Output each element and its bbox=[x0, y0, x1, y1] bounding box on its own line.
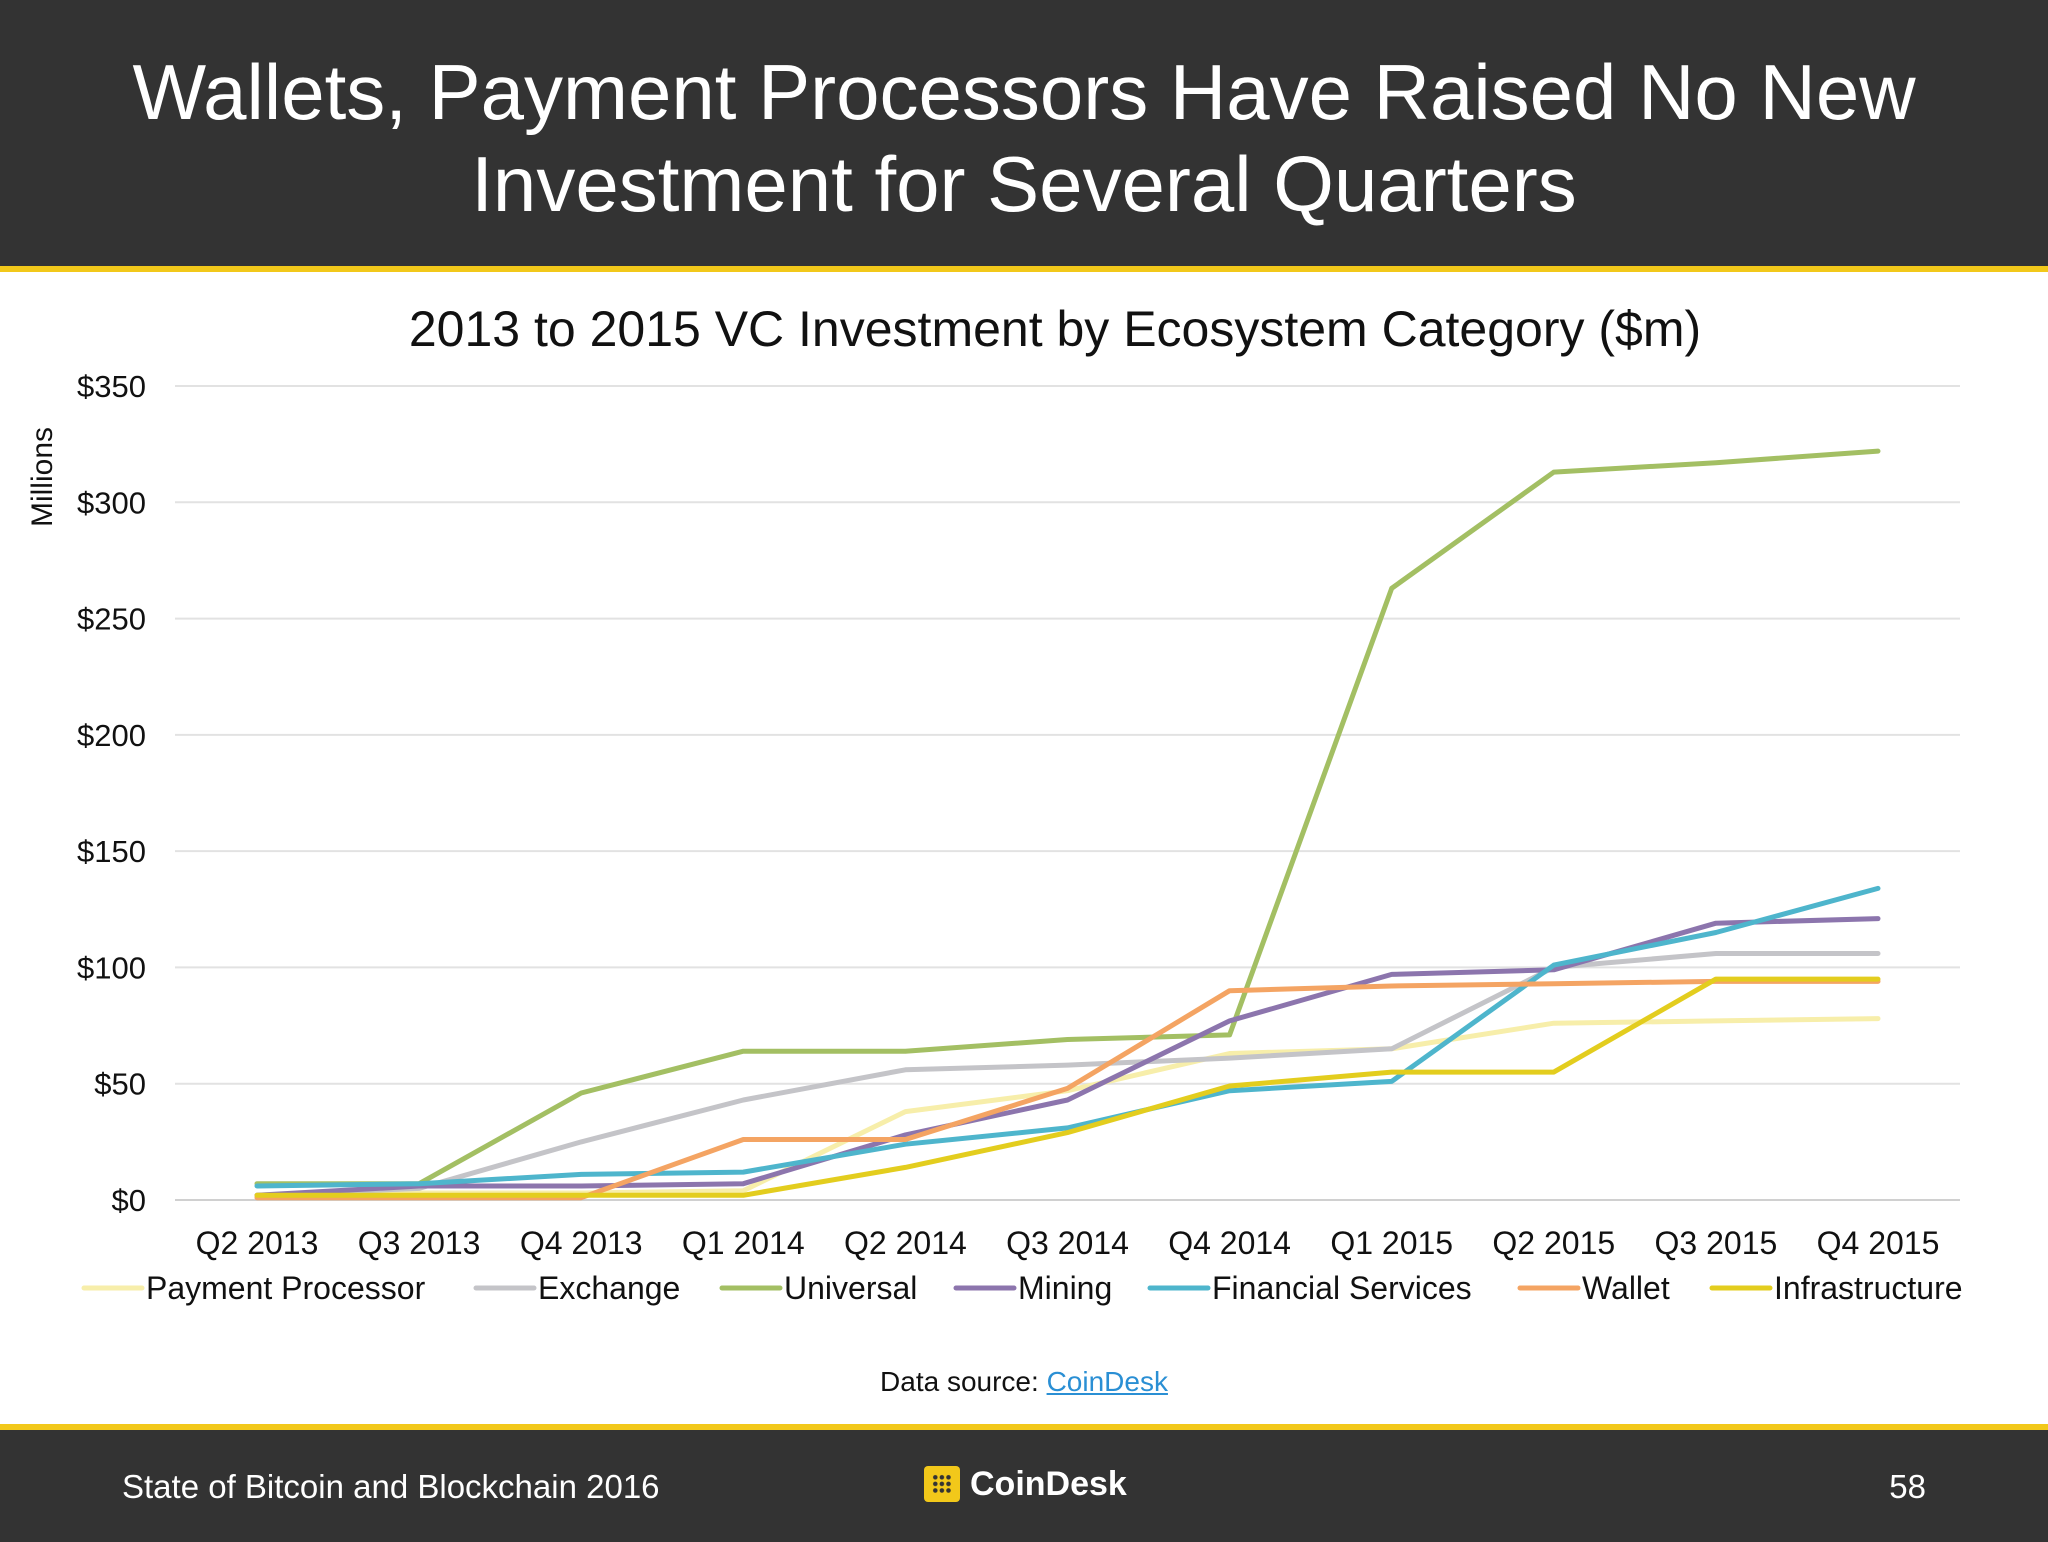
coindesk-logo-icon bbox=[924, 1466, 960, 1502]
y-tick-label: $50 bbox=[94, 1067, 146, 1102]
slide-title: Wallets, Payment Processors Have Raised … bbox=[60, 46, 1988, 230]
brand-name: CoinDesk bbox=[970, 1464, 1127, 1503]
legend-label: Payment Processor bbox=[146, 1270, 426, 1306]
x-tick-label: Q3 2014 bbox=[1006, 1225, 1129, 1261]
y-tick-label: $0 bbox=[112, 1183, 146, 1218]
x-tick-label: Q2 2014 bbox=[844, 1225, 967, 1261]
y-tick-label: $200 bbox=[77, 718, 146, 753]
slide-header: Wallets, Payment Processors Have Raised … bbox=[0, 0, 2048, 272]
x-tick-label: Q4 2015 bbox=[1817, 1225, 1940, 1261]
y-tick-label: $100 bbox=[77, 950, 146, 985]
gridlines bbox=[175, 385, 1960, 1201]
x-tick-label: Q1 2015 bbox=[1330, 1225, 1453, 1261]
slide-title-line-1: Wallets, Payment Processors Have Raised … bbox=[132, 48, 1916, 136]
series-line-financial-services bbox=[254, 885, 1881, 1189]
x-tick-label: Q4 2014 bbox=[1168, 1225, 1291, 1261]
data-source: Data source: CoinDesk bbox=[0, 1366, 2048, 1398]
y-tick-label: $250 bbox=[77, 602, 146, 637]
y-axis-ticks: $0 $50 $100 $150 $200 $250 $300 $350 bbox=[77, 369, 146, 1218]
legend-label: Universal bbox=[784, 1270, 917, 1306]
x-tick-label: Q2 2013 bbox=[196, 1225, 319, 1261]
legend-label: Financial Services bbox=[1212, 1270, 1472, 1306]
legend-label: Exchange bbox=[538, 1270, 680, 1306]
y-tick-label: $350 bbox=[77, 369, 146, 404]
legend-label: Infrastructure bbox=[1774, 1270, 1963, 1306]
data-source-link[interactable]: CoinDesk bbox=[1046, 1366, 1168, 1397]
y-tick-label: $150 bbox=[77, 834, 146, 869]
page-number: 58 bbox=[1889, 1468, 1926, 1505]
series-line-infrastructure bbox=[254, 976, 1881, 1198]
slide-footer: State of Bitcoin and Blockchain 2016 Coi… bbox=[0, 1424, 2048, 1542]
legend: Payment Processor Exchange Universal Mining… bbox=[81, 1270, 1963, 1306]
x-tick-label: Q1 2014 bbox=[682, 1225, 805, 1261]
y-axis-label: Millions bbox=[26, 427, 59, 527]
brand-logo: CoinDesk bbox=[924, 1462, 1127, 1506]
x-tick-label: Q2 2015 bbox=[1492, 1225, 1615, 1261]
x-tick-label: Q3 2013 bbox=[358, 1225, 481, 1261]
x-tick-label: Q4 2013 bbox=[520, 1225, 643, 1261]
x-axis-ticks: Q2 2013 Q3 2013 Q4 2013 Q1 2014 Q2 2014 Q3 20… bbox=[196, 1225, 1940, 1261]
series-line-payment-processor bbox=[254, 1016, 1881, 1198]
data-source-label: Data source: bbox=[880, 1366, 1047, 1397]
chart-title: 2013 to 2015 VC Investment by Ecosystem … bbox=[408, 301, 1702, 357]
y-tick-label: $300 bbox=[77, 485, 146, 520]
footer-deck-title: State of Bitcoin and Blockchain 2016 bbox=[122, 1468, 660, 1505]
x-tick-label: Q3 2015 bbox=[1655, 1225, 1778, 1261]
series-line-exchange bbox=[254, 951, 1881, 1198]
slide-title-line-2: Investment for Several Quarters bbox=[471, 140, 1577, 228]
series-line-universal bbox=[254, 448, 1881, 1187]
series-lines bbox=[254, 448, 1881, 1201]
legend-label: Mining bbox=[1018, 1270, 1112, 1306]
line-chart: $0 $50 $100 $150 $200 $250 $300 $350 Millions Q… bbox=[26, 369, 1963, 1306]
legend-label: Wallet bbox=[1582, 1270, 1670, 1306]
